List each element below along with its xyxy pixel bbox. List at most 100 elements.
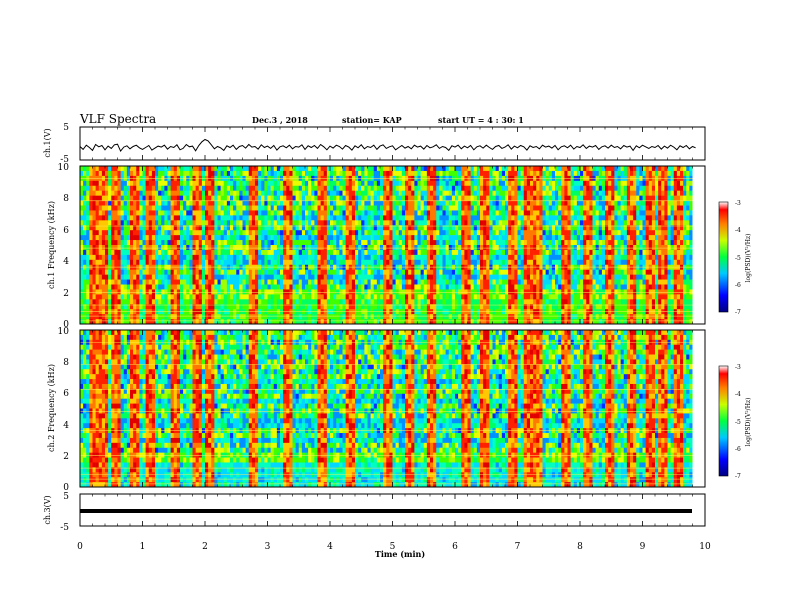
spectrogram-cell [239, 235, 242, 240]
spectrogram-cell [83, 230, 86, 235]
spectrogram-cell [421, 285, 424, 290]
spectrogram-cell [549, 181, 552, 186]
spectrogram-cell [308, 270, 311, 275]
spectrogram-cell [414, 186, 417, 191]
spectrogram-cell [530, 275, 533, 280]
spectrogram-cell [336, 275, 339, 280]
spectrogram-cell [193, 240, 196, 245]
spectrogram-cell [324, 201, 327, 206]
spectrogram-cell [343, 220, 346, 225]
spectrogram-cell [436, 196, 439, 201]
spectrogram-cell [471, 215, 474, 220]
spectrogram-cell [168, 220, 171, 225]
spectrogram-cell [218, 250, 221, 255]
spectrogram-cell [408, 250, 411, 255]
spectrogram-cell [302, 275, 305, 280]
spectrogram-cell [339, 245, 342, 250]
spectrogram-cell [174, 245, 177, 250]
spectrogram-cell [374, 235, 377, 240]
spectrogram-cell [355, 299, 358, 304]
spectrogram-cell [177, 235, 180, 240]
spectrogram-cell [271, 230, 274, 235]
spectrogram-cell [174, 166, 177, 171]
spectrogram-cell [96, 210, 99, 215]
spectrogram-cell [108, 255, 111, 260]
spectrogram-cell [383, 280, 386, 285]
spectrogram-cell [421, 250, 424, 255]
spectrogram-cell [427, 294, 430, 299]
spectrogram-cell [514, 215, 517, 220]
spectrogram-cell [405, 250, 408, 255]
spectrogram-cell [277, 230, 280, 235]
spectrogram-cell [368, 280, 371, 285]
spectrogram-cell [443, 201, 446, 206]
spectrogram-cell [283, 240, 286, 245]
spectrogram-cell [530, 270, 533, 275]
spectrogram-cell [430, 260, 433, 265]
spectrogram-cell [243, 215, 246, 220]
spectrogram-cell [121, 314, 124, 319]
spectrogram-cell [86, 196, 89, 201]
spectrogram-cell [280, 186, 283, 191]
spectrogram-cell [252, 206, 255, 211]
spectrogram-cell [393, 206, 396, 211]
spectrogram-cell [496, 275, 499, 280]
spectrogram-cell [318, 255, 321, 260]
spectrogram-cell [243, 314, 246, 319]
spectrogram-cell [289, 235, 292, 240]
spectrogram-cell [386, 270, 389, 275]
spectrogram-cell [277, 196, 280, 201]
spectrogram-cell [546, 275, 549, 280]
spectrogram-cell [530, 240, 533, 245]
spectrogram-cell [527, 210, 530, 215]
spectrogram-cell [249, 275, 252, 280]
spectrogram-cell [424, 260, 427, 265]
spectrogram-cell [102, 245, 105, 250]
spectrogram-cell [246, 309, 249, 314]
spectrogram-cell [386, 280, 389, 285]
spectrogram-cell [439, 260, 442, 265]
spectrogram-cell [139, 240, 142, 245]
spectrogram-cell [183, 235, 186, 240]
spectrogram-cell [386, 309, 389, 314]
spectrogram-cell [468, 215, 471, 220]
spectrogram-cell [543, 206, 546, 211]
spectrogram-cell [474, 235, 477, 240]
spectrogram-cell [249, 294, 252, 299]
spectrogram-cell [121, 309, 124, 314]
spectrogram-cell [224, 280, 227, 285]
spectrogram-cell [521, 235, 524, 240]
spectrogram-cell [199, 275, 202, 280]
spectrogram-cell [293, 294, 296, 299]
spectrogram-cell [393, 166, 396, 171]
spectrogram-cell [196, 240, 199, 245]
spectrogram-cell [199, 230, 202, 235]
spectrogram-cell [174, 215, 177, 220]
spectrogram-cell [539, 285, 542, 290]
spectrogram-cell [299, 299, 302, 304]
spectrogram-cell [439, 294, 442, 299]
spectrogram-cell [527, 215, 530, 220]
spectrogram-cell [302, 309, 305, 314]
spectrogram-cell [508, 235, 511, 240]
spectrogram-cell [218, 309, 221, 314]
spectrogram-cell [358, 166, 361, 171]
spectrogram-cell [330, 196, 333, 201]
spectrogram-cell [383, 275, 386, 280]
spectrogram-cell [189, 210, 192, 215]
spectrogram-cell [511, 275, 514, 280]
spectrogram-cell [249, 280, 252, 285]
spectrogram-cell [168, 196, 171, 201]
spectrogram-cell [333, 309, 336, 314]
spectrogram-cell [533, 235, 536, 240]
spectrogram-cell [374, 220, 377, 225]
spectrogram-cell [246, 191, 249, 196]
spectrogram-cell [424, 191, 427, 196]
spectrogram-cell [468, 240, 471, 245]
spectrogram-cell [439, 270, 442, 275]
spectrogram-cell [293, 260, 296, 265]
spectrogram-cell [268, 206, 271, 211]
spectrogram-cell [355, 270, 358, 275]
spectrogram-cell [483, 250, 486, 255]
spectrogram-cell [499, 201, 502, 206]
